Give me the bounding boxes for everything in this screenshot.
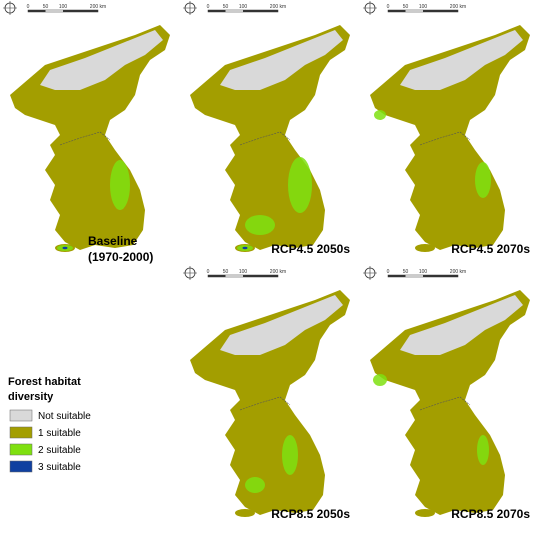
scale-label: 0	[207, 4, 210, 10]
peninsula-map	[189, 289, 351, 518]
suitable-2-area	[245, 477, 265, 493]
scale-label: 100	[59, 4, 68, 10]
peninsula-map	[369, 24, 531, 253]
map-panel: 0 50 100 200 km RCP4.5 2050s	[182, 0, 351, 256]
legend-swatch	[9, 409, 33, 422]
panel-label: (1970-2000)	[88, 250, 153, 264]
panel-label: Baseline	[88, 234, 138, 248]
scale-bar	[2, 0, 99, 16]
scale-label: 50	[403, 269, 409, 275]
scale-label: 50	[43, 4, 49, 10]
suitable-3-area	[62, 246, 68, 250]
scale-label: 0	[387, 4, 390, 10]
peninsula	[9, 24, 171, 253]
peninsula	[369, 289, 531, 518]
scale-label: 200 km	[270, 269, 286, 275]
scale-label: 100	[239, 269, 248, 275]
scale-label: 50	[223, 269, 229, 275]
suitable-2-area	[374, 110, 386, 120]
scale-label: 50	[223, 4, 229, 10]
suitable-2-area	[477, 435, 489, 465]
peninsula	[369, 24, 531, 253]
scale-label: 0	[27, 4, 30, 10]
legend-label: 2 suitable	[38, 445, 81, 456]
scale-label: 100	[419, 269, 428, 275]
legend: Forest habitat diversity Not suitable 1 sui…	[8, 376, 91, 473]
suitable-2-area	[245, 215, 275, 235]
suitable-2-area	[475, 162, 491, 198]
scale-label: 0	[207, 269, 210, 275]
scale-bar	[362, 265, 459, 281]
map-panel: 0 50 100 200 km RCP8.5 2050s	[182, 265, 351, 521]
map-panel: 0 50 100 200 km RCP4.5 2070s	[362, 0, 531, 256]
scale-bar	[182, 0, 279, 16]
suitable-2-area	[110, 160, 130, 210]
suitable-2-area	[373, 374, 387, 386]
suitable-2-area	[282, 435, 298, 475]
peninsula	[189, 289, 351, 518]
scale-label: 200 km	[450, 269, 466, 275]
peninsula-map	[189, 24, 351, 253]
peninsula-map	[369, 289, 531, 518]
panel-label: RCP8.5 2070s	[451, 507, 530, 521]
scale-label: 100	[239, 4, 248, 10]
scale-label: 200 km	[450, 4, 466, 10]
legend-label: 3 suitable	[38, 462, 81, 473]
scale-label: 50	[403, 4, 409, 10]
scale-bar	[362, 0, 459, 16]
panel-label: RCP4.5 2050s	[271, 242, 350, 256]
map-panel: 0 50 100 200 km RCP8.5 2070s	[362, 265, 531, 521]
legend-swatch	[9, 443, 33, 456]
panel-label: RCP8.5 2050s	[271, 507, 350, 521]
legend-label: Not suitable	[38, 411, 91, 422]
scale-label: 200 km	[90, 4, 106, 10]
scale-label: 100	[419, 4, 428, 10]
map-panel: 0 50 100 200 km Baseline (1970-2000)	[2, 0, 171, 264]
suitable-2-area	[288, 157, 312, 213]
panel-label: RCP4.5 2070s	[451, 242, 530, 256]
scale-label: 0	[387, 269, 390, 275]
legend-title: diversity	[8, 391, 54, 403]
legend-swatch	[9, 426, 33, 439]
legend-title: Forest habitat	[8, 376, 81, 388]
scale-bar	[182, 265, 279, 281]
scale-label: 200 km	[270, 4, 286, 10]
legend-label: 1 suitable	[38, 428, 81, 439]
suitable-3-area	[242, 246, 248, 250]
legend-swatch	[9, 460, 33, 473]
peninsula-map	[9, 24, 171, 253]
